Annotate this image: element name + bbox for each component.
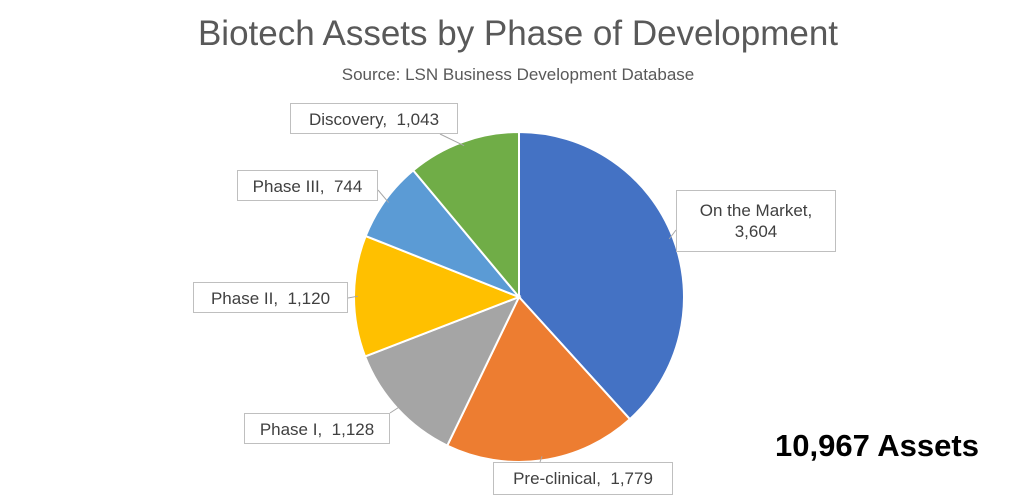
data-label-value: 1,128 xyxy=(331,420,375,439)
leader-line xyxy=(377,189,389,203)
data-label-value: 1,779 xyxy=(610,469,653,488)
pie-slice-phase-i xyxy=(363,295,522,447)
chart-title: Biotech Assets by Phase of Development xyxy=(197,14,839,53)
data-label: Pre-clinical, 1,779 xyxy=(493,462,673,495)
leader-line xyxy=(539,456,543,463)
data-label: Discovery, 1,043 xyxy=(290,103,458,134)
chart-subtitle: Source: LSN Business Development Databas… xyxy=(341,65,695,84)
pie-slice-discovery xyxy=(411,130,520,300)
data-label-category: Phase II, xyxy=(210,289,288,308)
pie-slice-pre-clinical xyxy=(445,295,632,463)
data-label: Phase I, 1,128 xyxy=(244,413,390,444)
pie-slice-phase-ii xyxy=(353,234,522,358)
leader-line xyxy=(347,295,359,299)
data-label-value: 1,120 xyxy=(287,289,331,308)
total-assets-annotation: 10,967 Assets xyxy=(775,428,979,463)
data-label-category: Phase III, xyxy=(252,177,334,196)
data-label-category: On the Market, xyxy=(699,201,813,220)
leader-line xyxy=(439,133,465,147)
data-label-category: Phase I, xyxy=(259,420,332,439)
data-label-value: 1,043 xyxy=(396,110,440,129)
leader-line xyxy=(389,405,401,414)
leader-line xyxy=(668,229,677,240)
pie-slice-on-the-market xyxy=(518,130,685,421)
data-label: Phase II, 1,120 xyxy=(193,282,348,313)
data-label: On the Market, 3,604 xyxy=(676,190,836,252)
data-label-category: Pre-clinical, xyxy=(513,469,611,488)
data-label-value: 744 xyxy=(333,177,363,196)
data-label-value: 3,604 xyxy=(734,222,778,241)
data-label-category: Discovery, xyxy=(308,110,397,129)
data-label: Phase III, 744 xyxy=(237,170,378,201)
